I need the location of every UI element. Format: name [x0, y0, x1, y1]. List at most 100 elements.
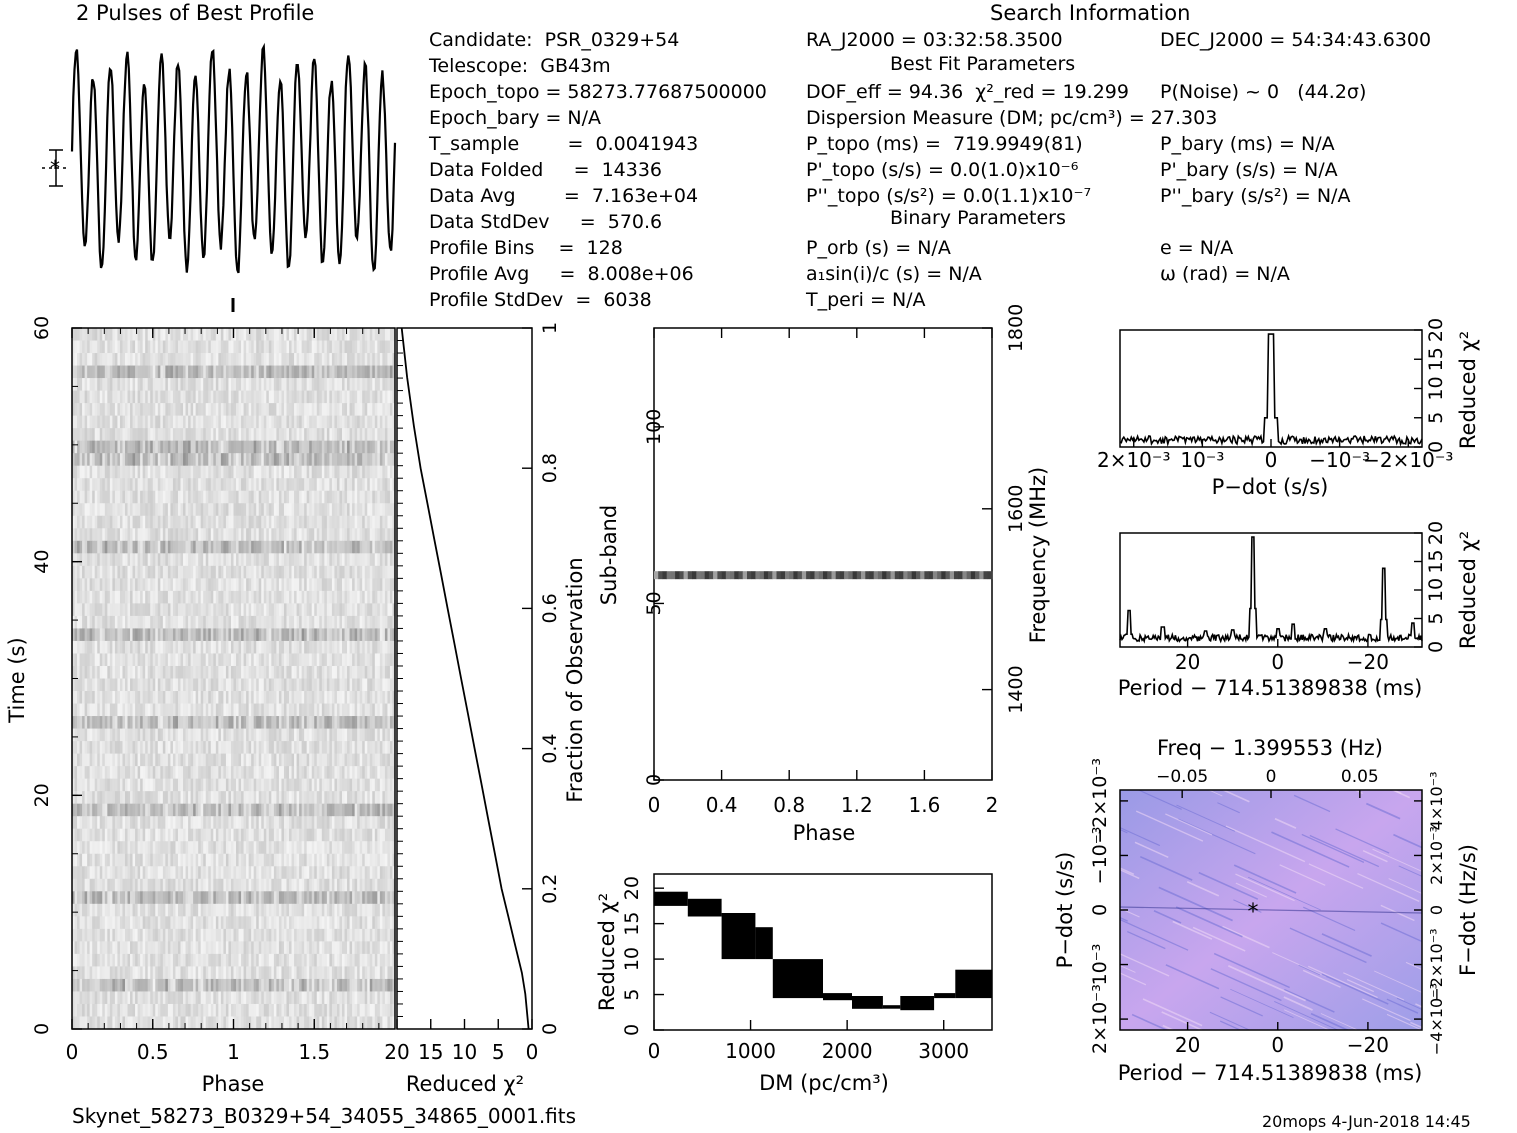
- heatmap-cell: [162, 766, 166, 780]
- heatmap-cell: [82, 778, 86, 792]
- heatmap-cell: [253, 403, 257, 417]
- heatmap-cell: [362, 440, 366, 454]
- heatmap-cell: [306, 378, 310, 391]
- heatmap-cell: [147, 678, 151, 692]
- heatmap-cell: [155, 540, 159, 554]
- heatmap-cell: [251, 503, 255, 517]
- heatmap-cell: [225, 728, 229, 742]
- heatmap-cell: [132, 553, 136, 567]
- heatmap-cell: [372, 365, 376, 379]
- heatmap-cell: [79, 615, 83, 629]
- heatmap-cell: [266, 540, 270, 554]
- heatmap-cell: [289, 390, 292, 404]
- heatmap-cell: [140, 490, 144, 504]
- heatmap-cell: [162, 478, 166, 492]
- heatmap-cell: [324, 791, 328, 805]
- heatmap-cell: [203, 478, 207, 492]
- heatmap-cell: [218, 728, 222, 742]
- heatmap-cell: [238, 540, 242, 554]
- heatmap-cell: [198, 340, 202, 354]
- heatmap-cell: [369, 578, 373, 592]
- heatmap-cell: [329, 353, 333, 366]
- heatmap-cell: [243, 640, 247, 654]
- heatmap-cell: [311, 528, 315, 542]
- heatmap-cell: [99, 728, 103, 742]
- heatmap-cell: [132, 640, 136, 654]
- heatmap-cell: [367, 553, 371, 567]
- heatmap-cell: [291, 603, 295, 617]
- heatmap-cell: [311, 766, 315, 780]
- heatmap-cell: [162, 440, 166, 454]
- heatmap-cell: [132, 490, 136, 504]
- heatmap-cell: [352, 353, 356, 366]
- heatmap-cell: [261, 378, 265, 391]
- heatmap-cell: [188, 753, 191, 767]
- heatmap-cell: [208, 353, 212, 366]
- heatmap-cell: [357, 590, 361, 604]
- heatmap-cell: [276, 415, 280, 429]
- heatmap-cell: [170, 515, 174, 529]
- heatmap-cell: [296, 665, 300, 679]
- heatmap-cell: [367, 328, 371, 341]
- heatmap-cell: [82, 628, 86, 642]
- heatmap-cell: [344, 791, 348, 805]
- heatmap-cell: [374, 478, 378, 492]
- heatmap-cell: [77, 553, 80, 567]
- heatmap-cell: [248, 428, 252, 442]
- heatmap-cell: [326, 403, 330, 417]
- heatmap-cell: [266, 640, 270, 654]
- heatmap-cell: [213, 665, 217, 679]
- heatmap-cell: [304, 741, 308, 755]
- heatmap-cell: [220, 653, 224, 667]
- heatmap-cell: [268, 365, 272, 379]
- heatmap-cell: [210, 578, 214, 592]
- heatmap-cell: [119, 340, 123, 354]
- heatmap-cell: [379, 628, 383, 642]
- heatmap-cell: [283, 515, 287, 529]
- heatmap-cell: [190, 691, 194, 704]
- heatmap-cell: [309, 540, 313, 554]
- heatmap-cell: [246, 378, 250, 391]
- heatmap-cell: [389, 403, 393, 417]
- heatmap-cell: [193, 390, 197, 404]
- heatmap-cell: [152, 665, 156, 679]
- heatmap-cell: [319, 515, 323, 529]
- heatmap-cell: [349, 565, 353, 579]
- heatmap-cell: [193, 628, 197, 642]
- heatmap-cell: [203, 728, 207, 742]
- heatmap-cell: [172, 340, 176, 354]
- heatmap-cell: [72, 378, 75, 391]
- heatmap-cell: [92, 415, 96, 429]
- heatmap-cell: [124, 640, 128, 654]
- heatmap-cell: [319, 353, 323, 366]
- heatmap-cell: [344, 565, 348, 579]
- heatmap-cell: [266, 766, 270, 780]
- heatmap-cell: [74, 766, 78, 780]
- heatmap-cell: [253, 691, 257, 704]
- heatmap-cell: [74, 403, 78, 417]
- heatmap-cell: [228, 565, 232, 579]
- heatmap-cell: [82, 640, 86, 654]
- heatmap-cell: [72, 403, 75, 417]
- heatmap-cell: [301, 415, 305, 429]
- heatmap-cell: [357, 328, 361, 341]
- heatmap-cell: [324, 803, 328, 817]
- heatmap-cell: [246, 340, 250, 354]
- heatmap-cell: [331, 553, 335, 567]
- heatmap-cell: [243, 553, 247, 567]
- heatmap-cell: [223, 640, 227, 654]
- heatmap-cell: [273, 665, 277, 679]
- heatmap-cell: [215, 365, 219, 379]
- heatmap-cell: [349, 766, 353, 780]
- heatmap-cell: [382, 478, 386, 492]
- heatmap-cell: [102, 691, 106, 704]
- heatmap-cell: [84, 578, 88, 592]
- heatmap-cell: [102, 440, 106, 454]
- heatmap-cell: [79, 691, 83, 704]
- heatmap-cell: [283, 578, 287, 592]
- heatmap-cell: [359, 428, 363, 442]
- heatmap-cell: [208, 753, 212, 767]
- heatmap-cell: [87, 328, 91, 341]
- heatmap-cell: [253, 340, 257, 354]
